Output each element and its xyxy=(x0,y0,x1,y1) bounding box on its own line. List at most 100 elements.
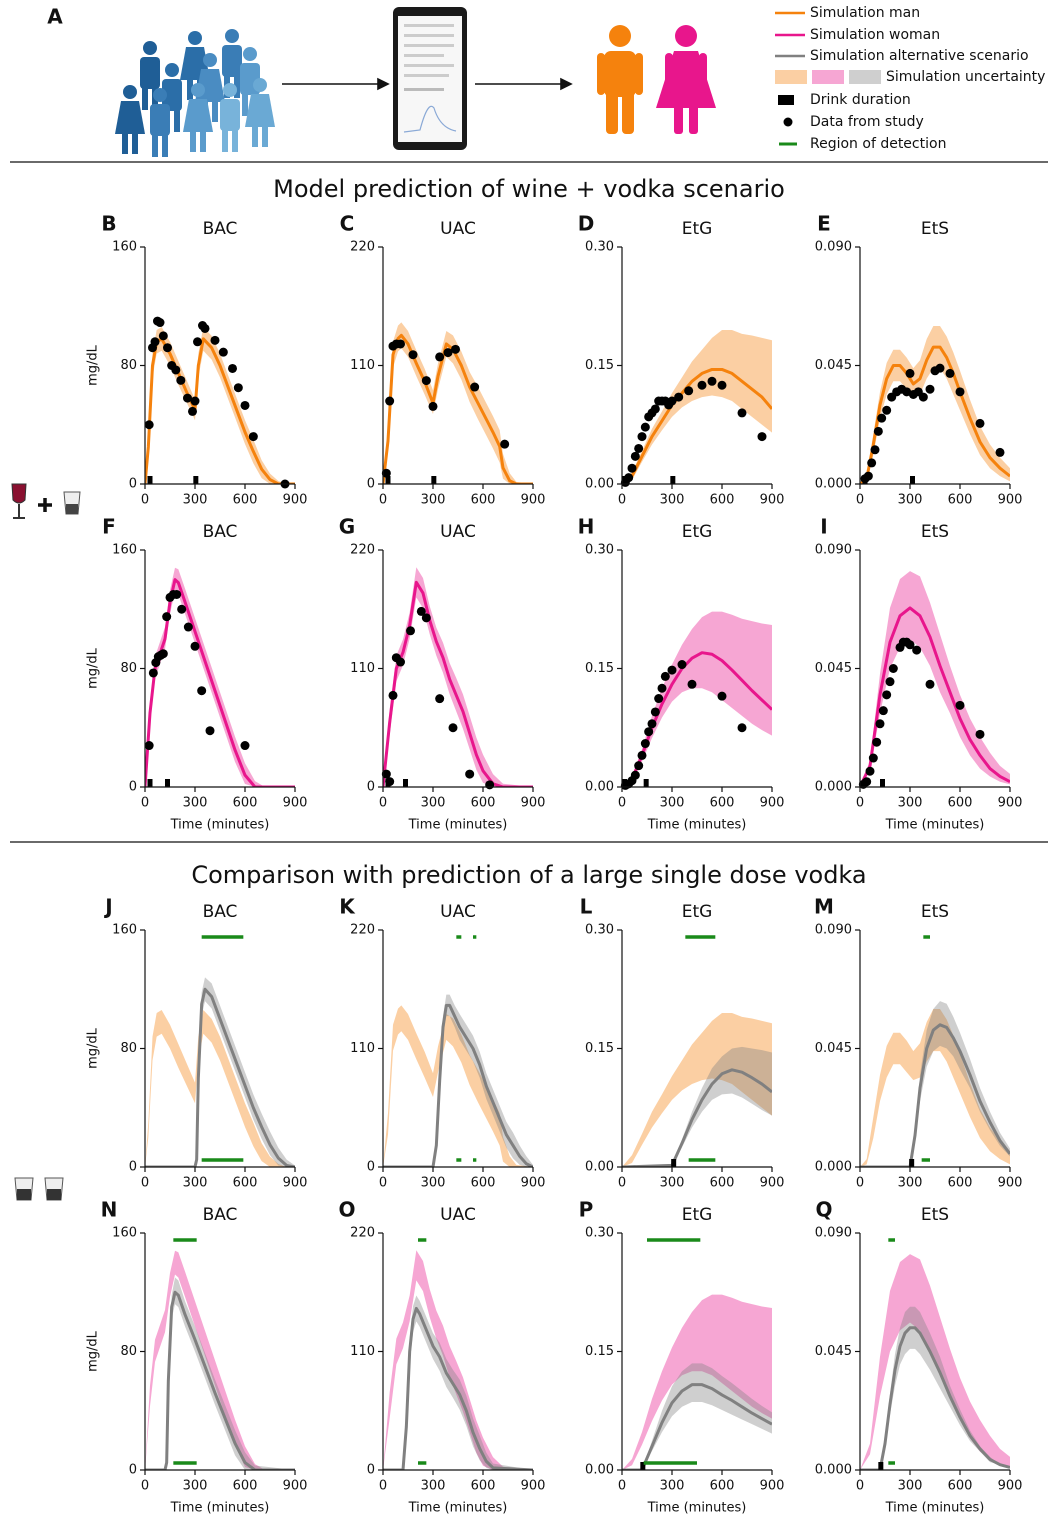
y-axis-label: mg/dL xyxy=(86,647,101,689)
data-point xyxy=(654,694,664,704)
drink-duration xyxy=(622,476,627,484)
panel-title: BAC xyxy=(203,902,238,922)
x-tick-label: 600 xyxy=(233,493,258,508)
data-point xyxy=(470,382,480,392)
drink-duration xyxy=(862,476,868,484)
data-point xyxy=(867,458,877,468)
data-point xyxy=(637,750,647,760)
x-tick-label: 900 xyxy=(998,1479,1023,1494)
data-point xyxy=(875,719,885,729)
x-tick-label: 900 xyxy=(283,493,308,508)
y-tick-label: 0.30 xyxy=(585,923,614,938)
data-point xyxy=(396,657,405,667)
y-tick-label: 80 xyxy=(120,358,137,373)
x-tick-label: 600 xyxy=(710,493,735,508)
y-tick-label: 80 xyxy=(120,661,137,676)
x-tick-label: 900 xyxy=(760,796,785,811)
uncertainty-band xyxy=(383,322,533,484)
uncertainty-band xyxy=(622,329,772,484)
x-tick-label: 600 xyxy=(710,1479,735,1494)
data-point xyxy=(183,393,192,403)
panel-label: J xyxy=(103,895,112,919)
data-point xyxy=(381,769,391,779)
person-head xyxy=(223,83,237,97)
x-tick-label: 300 xyxy=(421,493,446,508)
x-tick-label: 600 xyxy=(471,1176,496,1191)
x-tick-label: 600 xyxy=(948,796,973,811)
x-tick-label: 600 xyxy=(948,1176,973,1191)
x-tick-label: 300 xyxy=(421,1479,446,1494)
person-head xyxy=(253,78,267,92)
y-tick-label: 0.30 xyxy=(585,240,614,255)
data-point xyxy=(205,726,215,736)
x-tick-label: 0 xyxy=(618,493,626,508)
x-tick-label: 0 xyxy=(618,1176,626,1191)
data-point xyxy=(396,339,405,349)
y-tick-label: 0.30 xyxy=(585,1226,614,1241)
data-point xyxy=(443,348,453,358)
x-tick-label: 0 xyxy=(141,1479,149,1494)
x-axis-label: Time (minutes) xyxy=(885,818,985,833)
drink-duration xyxy=(670,476,676,484)
person-leg xyxy=(174,108,180,132)
data-point xyxy=(248,432,258,442)
data-point xyxy=(500,439,510,449)
y-tick-label: 160 xyxy=(112,923,137,938)
panel: I EtS Time (minutes) 0.000 0.045 0.090 0 300 600… xyxy=(815,515,1023,833)
data-point xyxy=(485,780,495,790)
legend-label: Drink duration xyxy=(810,92,911,108)
person-body xyxy=(222,45,242,77)
drink-duration xyxy=(431,476,437,484)
panel-title: EtG xyxy=(682,522,713,542)
data-point xyxy=(627,463,637,473)
uncertainty-band xyxy=(622,611,772,787)
person-leg xyxy=(232,128,238,152)
panel-title: EtG xyxy=(682,219,713,239)
plot-area xyxy=(383,567,533,787)
person-body xyxy=(140,57,160,89)
x-tick-label: 300 xyxy=(660,796,685,811)
data-point xyxy=(421,613,431,623)
data-point xyxy=(634,443,644,453)
y-tick-label: 220 xyxy=(350,543,375,558)
simulation-line xyxy=(860,1326,1010,1470)
x-tick-label: 300 xyxy=(421,1176,446,1191)
vodka-icon xyxy=(14,1177,64,1201)
data-point xyxy=(687,679,697,689)
drink-duration xyxy=(622,779,627,787)
y-tick-label: 0.000 xyxy=(815,780,852,795)
panel: C UAC 0 110 220 0 300 600 900 xyxy=(340,212,546,508)
y-tick-label: 160 xyxy=(112,543,137,558)
uncertainty-band xyxy=(860,1306,1010,1470)
x-tick-label: 0 xyxy=(141,493,149,508)
data-point xyxy=(707,376,717,386)
y-tick-label: 110 xyxy=(350,661,375,676)
x-axis-label: Time (minutes) xyxy=(885,1501,985,1516)
person-leg xyxy=(222,128,228,152)
y-tick-label: 110 xyxy=(350,1041,375,1056)
person-leg xyxy=(252,123,258,147)
panel: O UAC Time (minutes) 0 110 220 0 300 600 900 xyxy=(338,1198,545,1516)
x-tick-label: 300 xyxy=(898,493,923,508)
panel: Q EtS Time (minutes) 0.000 0.045 0.090 0 300 600… xyxy=(815,1198,1023,1516)
plot-area xyxy=(383,1250,533,1470)
panel: H EtG Time (minutes) 0.00 0.15 0.30 0 300 600 900 xyxy=(578,515,785,833)
legend-label: Simulation man xyxy=(810,5,920,21)
panel: D EtG 0.00 0.15 0.30 0 300 600 900 xyxy=(578,212,785,508)
data-point xyxy=(183,622,193,632)
panel-label: F xyxy=(102,515,116,539)
data-point xyxy=(158,649,168,659)
person-leg xyxy=(122,130,128,154)
data-point xyxy=(163,343,172,353)
y-tick-label: 0.00 xyxy=(585,1463,614,1478)
person-leg xyxy=(162,133,168,157)
x-tick-label: 300 xyxy=(660,493,685,508)
plot-area xyxy=(622,329,772,484)
x-tick-label: 300 xyxy=(183,493,208,508)
data-point xyxy=(757,432,767,442)
data-point xyxy=(975,418,985,428)
x-tick-label: 300 xyxy=(898,796,923,811)
data-point xyxy=(210,335,220,345)
x-tick-label: 300 xyxy=(183,1176,208,1191)
x-tick-label: 0 xyxy=(379,796,387,811)
